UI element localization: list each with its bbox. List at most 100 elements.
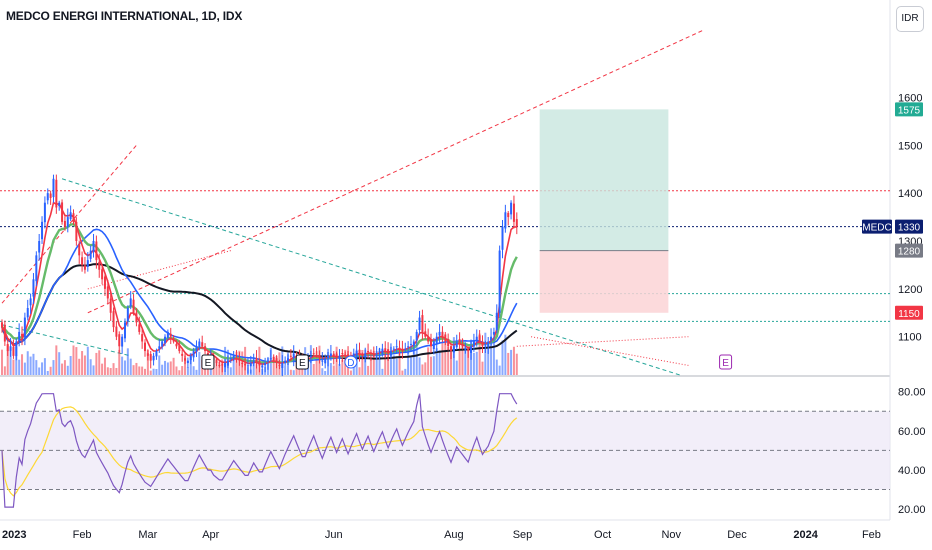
rsi-ma-line: [1, 406, 518, 497]
volume-bar: [112, 363, 115, 375]
volume-bar: [378, 348, 381, 375]
volume-bar: [198, 351, 201, 375]
volume-bar: [1, 349, 3, 375]
candle-body: [378, 351, 381, 353]
volume-bar: [292, 370, 295, 375]
volume-bar: [109, 368, 112, 375]
volume-bar: [115, 367, 118, 375]
candle-body: [289, 355, 292, 357]
candle-body: [387, 349, 390, 354]
volume-bar: [361, 349, 364, 375]
volume-bar: [166, 362, 169, 375]
volume-bar: [467, 349, 470, 375]
candle-body: [9, 346, 12, 351]
volume-bar: [69, 356, 72, 375]
candle-body: [461, 343, 464, 347]
chart-title: MEDCO ENERGI INTERNATIONAL, 1D, IDX: [6, 9, 243, 23]
volume-bar: [29, 356, 32, 375]
volume-bar: [152, 368, 155, 375]
marker-label: E: [205, 358, 212, 369]
candle-body: [344, 354, 347, 356]
candle-body: [81, 257, 84, 265]
volume-bar: [209, 368, 212, 375]
candle-body: [464, 348, 467, 350]
candle-body: [435, 336, 438, 344]
candle-body: [218, 365, 221, 367]
candle-body: [450, 346, 453, 352]
volume-bar: [52, 360, 55, 375]
position-tool[interactable]: [539, 109, 669, 313]
time-tick-label: Jun: [325, 529, 343, 541]
volume-bar: [472, 352, 475, 375]
volume-bar: [490, 338, 493, 375]
candle-body: [109, 298, 112, 313]
volume-bar: [450, 351, 453, 375]
volume-bar: [138, 366, 141, 375]
candle-body: [152, 355, 155, 361]
candle-body: [427, 336, 430, 342]
volume-bar: [427, 347, 430, 375]
candle-body: [29, 298, 32, 306]
volume-bar: [92, 365, 95, 375]
candle-body: [232, 355, 235, 359]
candle-body: [338, 355, 341, 359]
candle-body: [89, 250, 92, 259]
volume-bar: [9, 349, 12, 375]
candle-body: [375, 353, 378, 355]
volume-bar: [21, 354, 24, 375]
volume-bar: [35, 360, 38, 375]
candle-body: [21, 333, 24, 337]
candle-body: [369, 352, 372, 354]
price-tag-label: 1150: [898, 309, 920, 320]
volume-bar: [172, 357, 175, 375]
candle-body: [92, 241, 95, 252]
volume-bar: [332, 365, 335, 375]
candle-body: [132, 299, 135, 313]
candle-body: [401, 349, 404, 352]
candle-body: [481, 341, 484, 347]
candle-body: [318, 355, 321, 359]
candle-body: [430, 339, 432, 347]
volume-bar: [155, 368, 158, 375]
candle-body: [438, 331, 441, 336]
candle-body: [115, 326, 118, 337]
candles: [1, 174, 518, 377]
candle-body: [409, 343, 412, 345]
marker-label: E: [299, 358, 306, 369]
volume-bar: [424, 362, 427, 375]
volume-bar: [66, 365, 69, 375]
rsi-tick-label: 60.00: [898, 426, 926, 438]
candle-body: [398, 348, 401, 350]
candle-body: [404, 348, 407, 350]
candle-body: [269, 358, 272, 360]
volume-bar: [415, 346, 418, 375]
rsi-line: [1, 393, 518, 508]
volume-bar: [106, 367, 109, 375]
candle-body: [215, 360, 218, 364]
volume-bar: [46, 370, 49, 375]
volume-bar: [484, 332, 487, 375]
candle-body: [164, 336, 167, 344]
symbol-tag-label: MEDC: [862, 223, 891, 234]
dividend-marker: [344, 355, 358, 369]
volume-bar: [272, 362, 275, 375]
candle-body: [172, 338, 175, 342]
candle-body: [23, 317, 26, 338]
volume-bar: [404, 368, 407, 375]
trendlines[interactable]: [1, 29, 703, 376]
candle-body: [204, 346, 207, 352]
volume-bar: [421, 364, 424, 375]
candle-body: [309, 355, 312, 358]
currency-button[interactable]: IDR: [896, 6, 924, 32]
candle-body: [161, 341, 164, 347]
earnings-marker: [295, 354, 309, 370]
volume-bar: [409, 357, 412, 375]
volume-bar: [498, 365, 501, 375]
earnings-marker: [201, 354, 215, 370]
stop-zone: [539, 250, 669, 313]
earnings-marker: [719, 354, 733, 370]
candle-body: [415, 331, 418, 341]
rsi-tick-label: 40.00: [898, 465, 926, 477]
